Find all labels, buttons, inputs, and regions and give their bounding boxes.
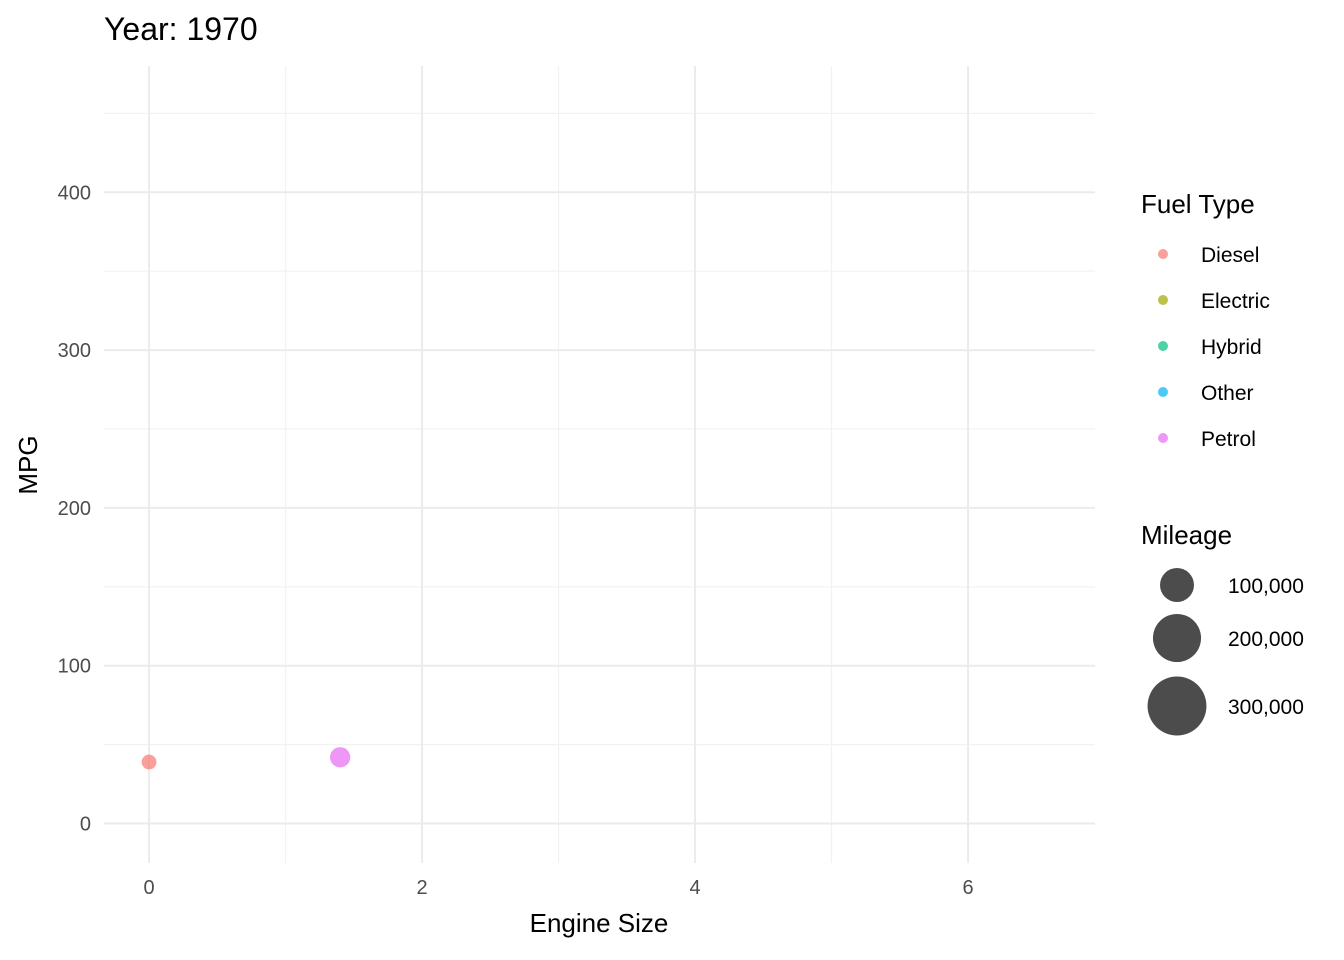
legend-label-diesel: Diesel <box>1201 244 1259 267</box>
data-point-diesel <box>141 754 157 770</box>
size-legend-key <box>1152 613 1202 663</box>
axes: 0 2 4 6 0 100 200 300 400 <box>58 182 974 899</box>
y-tick-label: 300 <box>58 340 91 362</box>
y-tick-label: 200 <box>58 498 91 520</box>
y-axis-title: MPG <box>13 435 43 494</box>
x-axis-title: Engine Size <box>530 908 669 938</box>
legend-key-electric <box>1158 295 1168 305</box>
mileage-legend-title: Mileage <box>1141 520 1232 550</box>
size-legend-label: 300,000 <box>1228 696 1304 719</box>
legend-label-hybrid: Hybrid <box>1201 336 1262 359</box>
mileage-legend: Mileage 100,000 200,000 300,000 <box>1141 520 1304 736</box>
x-tick-label: 0 <box>143 877 154 899</box>
legend-label-other: Other <box>1201 382 1254 405</box>
data-points <box>141 747 351 770</box>
legend-key-other <box>1158 387 1168 397</box>
fuel-type-legend: Fuel Type Diesel Electric Hybrid Other Petro… <box>1141 189 1270 451</box>
legend-key-petrol <box>1158 433 1168 443</box>
y-tick-label: 400 <box>58 182 91 204</box>
legend-label-electric: Electric <box>1201 290 1270 313</box>
x-tick-label: 2 <box>416 877 427 899</box>
size-legend-key <box>1160 568 1194 602</box>
size-legend-label: 200,000 <box>1228 628 1304 651</box>
y-tick-label: 100 <box>58 656 91 678</box>
legend-key-hybrid <box>1158 341 1168 351</box>
legend-key-diesel <box>1158 249 1168 259</box>
chart-title: Year: 1970 <box>104 11 258 47</box>
grid <box>104 66 1095 863</box>
size-legend-key <box>1147 676 1207 736</box>
data-point-petrol <box>330 747 351 768</box>
size-legend-label: 100,000 <box>1228 575 1304 598</box>
x-tick-label: 6 <box>962 877 973 899</box>
legend-label-petrol: Petrol <box>1201 428 1256 451</box>
x-tick-label: 4 <box>689 877 700 899</box>
fuel-type-legend-title: Fuel Type <box>1141 189 1255 219</box>
y-tick-label: 0 <box>80 814 91 836</box>
